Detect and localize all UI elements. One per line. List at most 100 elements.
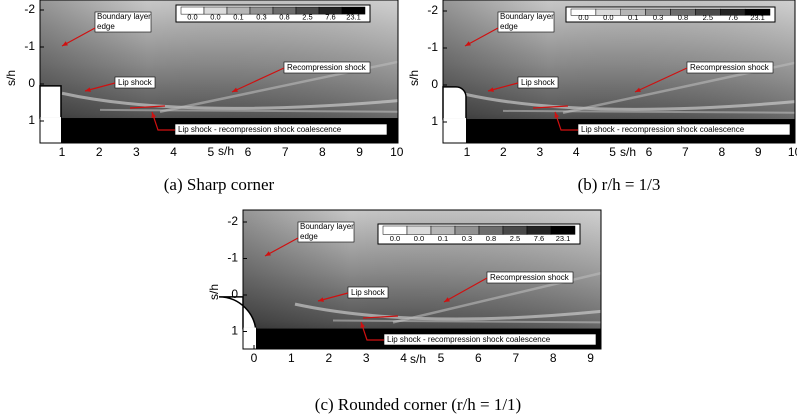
- annotation-label: edge: [300, 232, 318, 241]
- x-tick-label: 5: [207, 145, 214, 159]
- annotation-arrow: [360, 321, 384, 341]
- x-tick-label: 2: [500, 145, 507, 159]
- annotation-label: edge: [97, 22, 115, 31]
- annotation-label: Recompression shock: [490, 273, 570, 282]
- x-tick-label: 9: [755, 145, 762, 159]
- x-axis-label: s/h: [410, 352, 426, 366]
- x-tick-label: 2: [325, 351, 332, 365]
- arrow-head: [444, 297, 450, 302]
- arrow-head: [232, 87, 238, 92]
- y-tick-label: -1: [227, 251, 238, 265]
- x-tick-label: 1: [464, 145, 471, 159]
- colorbar-label: 0.3: [653, 13, 663, 22]
- x-tick-label: 3: [133, 145, 140, 159]
- x-tick-label: 7: [682, 145, 689, 159]
- colorbar-swatch: [341, 6, 366, 15]
- caption: (a) Sharp corner: [164, 175, 275, 194]
- colorbar-swatch: [550, 225, 576, 235]
- x-tick-label: 8: [550, 351, 557, 365]
- annotation-label: edge: [500, 22, 518, 31]
- annotation-arrow: [443, 277, 488, 303]
- colorbar-label: 7.6: [534, 234, 544, 243]
- x-tick-label: 6: [646, 145, 653, 159]
- x-tick-label: 6: [245, 145, 252, 159]
- x-tick-label: 4: [573, 145, 580, 159]
- annotation-arrow: [464, 27, 499, 47]
- x-tick-label: 5: [438, 351, 445, 365]
- annotation-label: Boundary layer: [500, 12, 554, 21]
- x-tick-label: 7: [512, 351, 519, 365]
- y-tick-label: -1: [427, 40, 438, 54]
- caption: (c) Rounded corner (r/h = 1/1): [315, 395, 521, 414]
- x-tick-label: 3: [536, 145, 543, 159]
- boundary-layer-box: [297, 221, 355, 243]
- lip-shock-box: [114, 76, 156, 89]
- y-tick-label: 1: [431, 114, 438, 128]
- annotation-arrow: [264, 237, 299, 257]
- annotation-label: Lip shock - recompression shock coalesce…: [178, 125, 342, 134]
- colorbar-label: 2.5: [302, 13, 312, 22]
- arrow-head: [554, 112, 559, 118]
- caption: (b) r/h = 1/3: [578, 175, 661, 194]
- shock-band: [502, 109, 796, 114]
- colorbar-label: 0.0: [603, 13, 613, 22]
- annotation-arrow: [231, 67, 285, 93]
- arrow-head: [488, 87, 494, 92]
- x-tick-label: 4: [400, 351, 407, 365]
- annotation-arrow: [129, 105, 166, 109]
- colorbar-label: 23.1: [750, 13, 765, 22]
- boundary-layer-box: [94, 11, 152, 33]
- y-tick-label: -2: [227, 214, 238, 228]
- panel: 1 2 3 4 5 6 7 8 9 10 -2 -1 0 1 s/h s/h 0.0 0.0 0.1 0.3 0.8 2.…: [4, 0, 404, 194]
- arrow-head: [635, 87, 641, 92]
- annotation-label: Lip shock: [521, 78, 556, 87]
- colorbar-label: 2.5: [510, 234, 520, 243]
- lip-shock-box: [347, 286, 389, 299]
- plot-frame: [442, 0, 796, 144]
- y-tick-label: -2: [427, 3, 438, 17]
- recompression-box: [686, 61, 774, 74]
- x-tick-label: 10: [390, 145, 404, 159]
- y-axis-label: s/h: [407, 70, 421, 86]
- colorbar-label: 0.3: [462, 234, 472, 243]
- colorbar-label: 7.6: [325, 13, 335, 22]
- panel: 1 2 3 4 5 6 7 8 9 10 -2 -1 0 1 s/h s/h 0.0 0.0 0.1 0.3 0.8 2.…: [407, 0, 797, 194]
- x-tick-label: 0: [251, 351, 258, 365]
- colorbar-label: 0.0: [414, 234, 424, 243]
- boundary-layer-box: [497, 11, 555, 33]
- annotation-label: Lip shock: [351, 288, 386, 297]
- colorbar-label: 0.0: [578, 13, 588, 22]
- annotation-arrow: [61, 27, 96, 47]
- y-axis-label: s/h: [4, 70, 18, 86]
- y-tick-label: -2: [24, 2, 35, 16]
- plot-frame: [39, 0, 399, 144]
- plot-frame: [242, 209, 602, 350]
- x-tick-label: 6: [475, 351, 482, 365]
- annotation-arrow: [554, 111, 578, 131]
- annotation-label: Boundary layer: [300, 222, 354, 231]
- annotation-arrow: [151, 111, 175, 131]
- y-tick-label: 1: [28, 113, 35, 127]
- colorbar-label: 0.1: [233, 13, 243, 22]
- arrow-head: [265, 251, 271, 256]
- y-tick-label: -1: [24, 39, 35, 53]
- x-tick-label: 8: [319, 145, 326, 159]
- colorbar-label: 0.3: [256, 13, 266, 22]
- colorbar-label: 23.1: [346, 13, 361, 22]
- step-geometry: [442, 86, 467, 120]
- x-tick-label: 3: [363, 351, 370, 365]
- colorbar-label: 7.6: [727, 13, 737, 22]
- colorbar-swatch: [744, 8, 771, 16]
- shock-band: [294, 302, 602, 321]
- colorbar-label: 0.8: [279, 13, 289, 22]
- recompression-box: [486, 271, 574, 284]
- shock-band: [332, 319, 602, 324]
- colorbar-label: 0.0: [210, 13, 220, 22]
- x-tick-label: 8: [718, 145, 725, 159]
- x-tick-label: 10: [788, 145, 797, 159]
- arrow-head: [62, 41, 68, 46]
- y-tick-label: 0: [28, 76, 35, 90]
- annotation-label: Lip shock - recompression shock coalesce…: [581, 125, 745, 134]
- annotation-label: Recompression shock: [287, 63, 367, 72]
